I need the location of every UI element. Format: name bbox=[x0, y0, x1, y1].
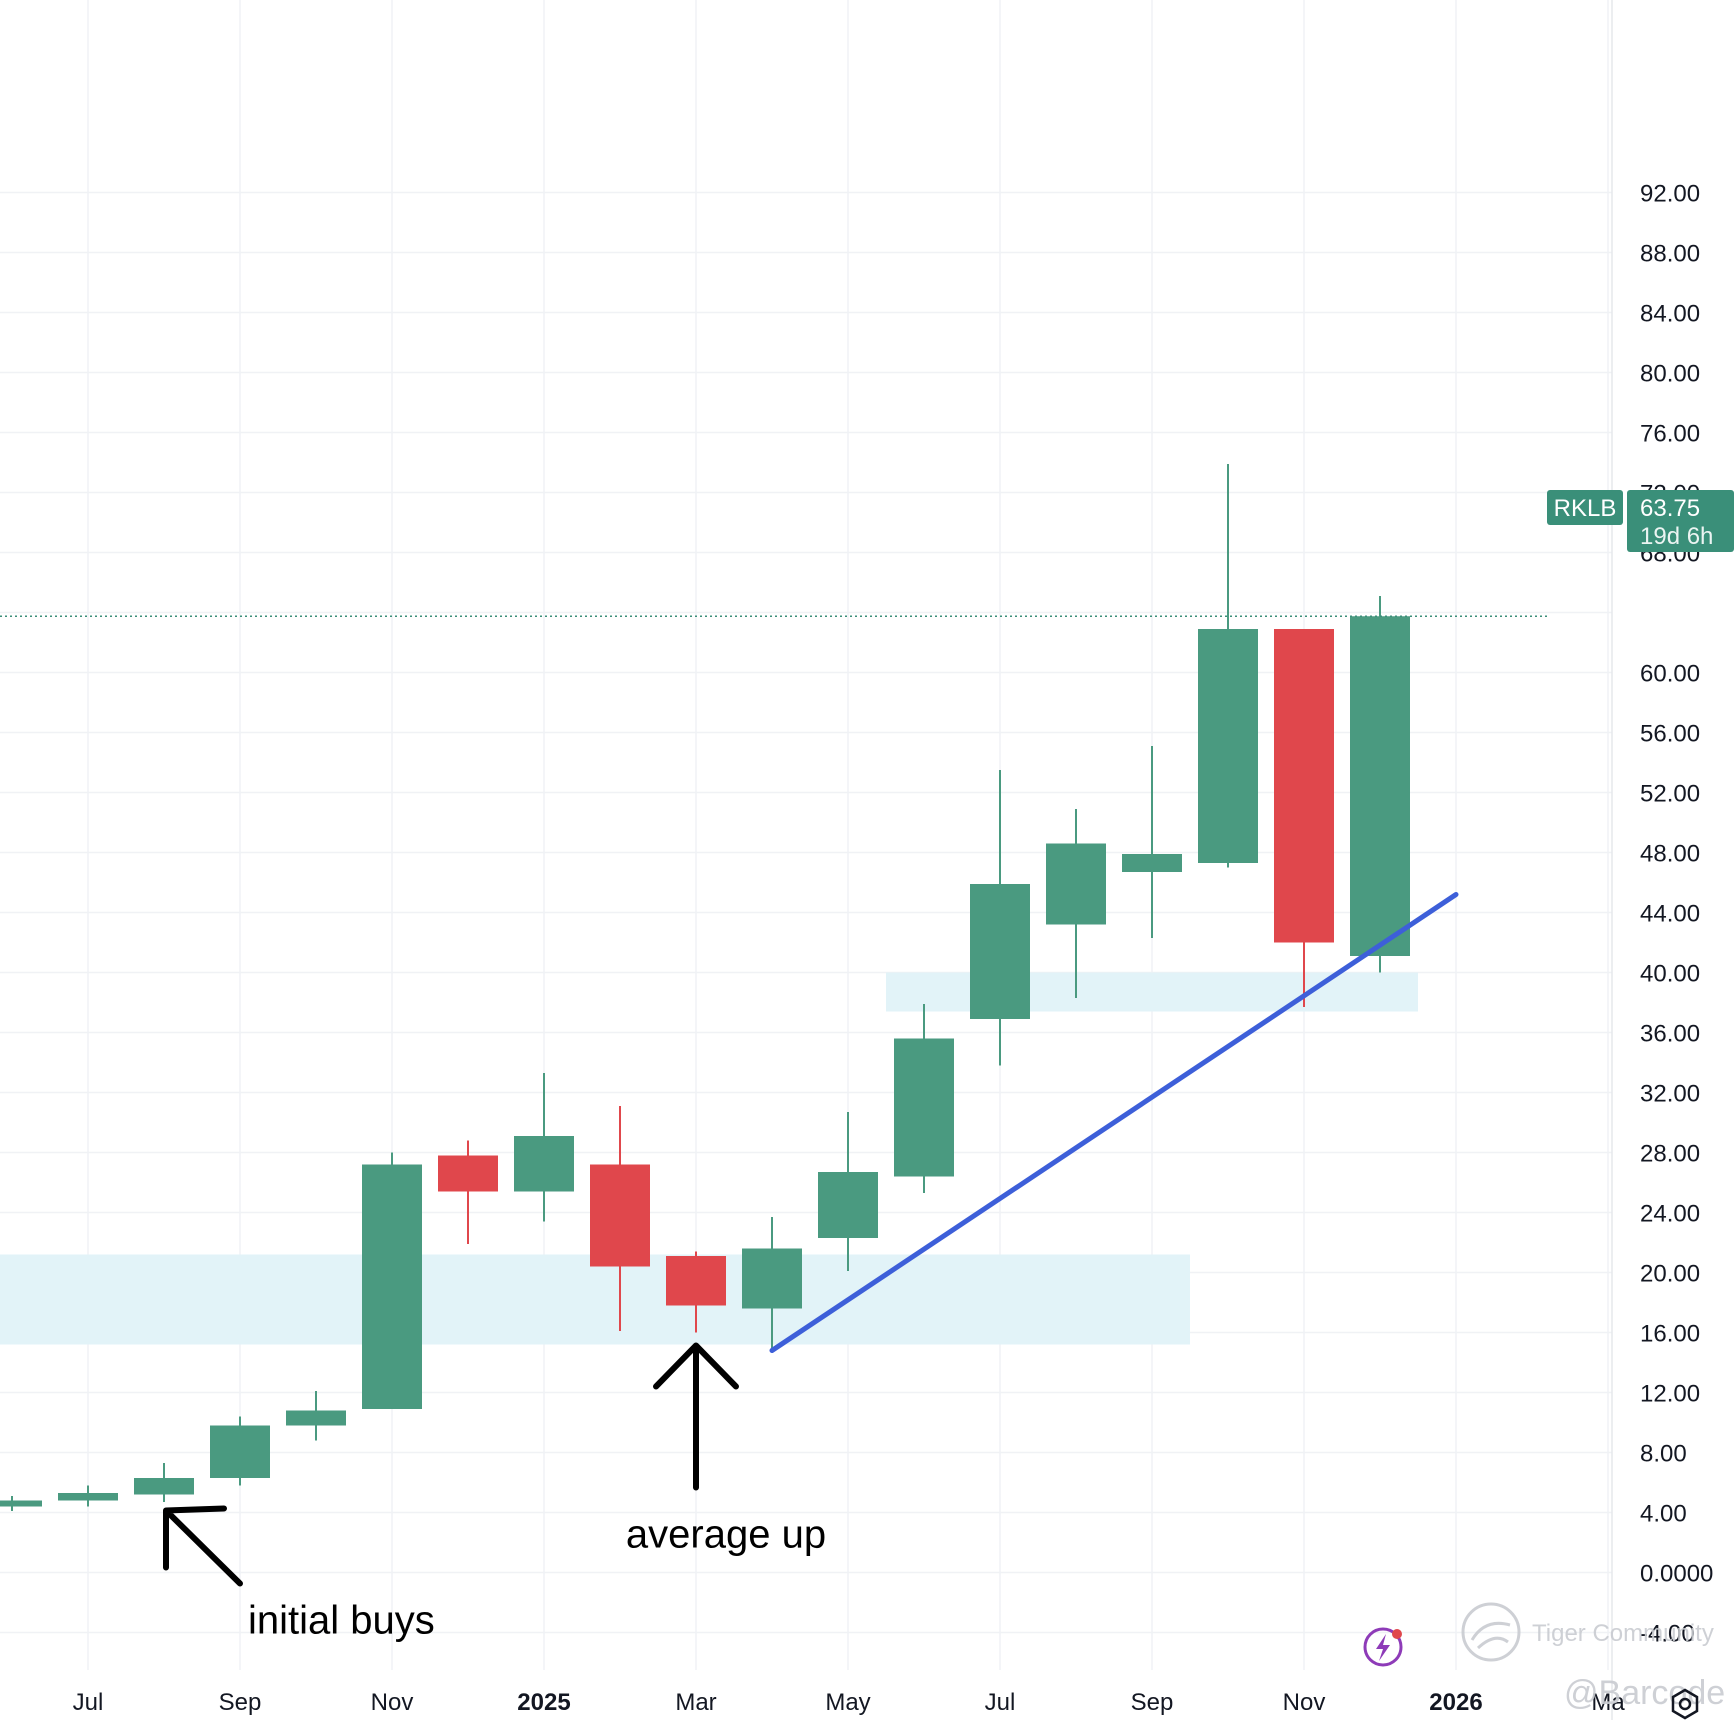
candle[interactable] bbox=[286, 1391, 346, 1441]
candle-body bbox=[1350, 616, 1410, 956]
y-tick-label: 0.0000 bbox=[1640, 1561, 1713, 1588]
x-tick-label: Nov bbox=[371, 1689, 414, 1716]
y-tick-label: -4.00 bbox=[1640, 1621, 1695, 1648]
candle[interactable] bbox=[1350, 596, 1410, 973]
price-badge-bg bbox=[1627, 490, 1734, 552]
y-tick-label: 80.00 bbox=[1640, 361, 1700, 388]
y-tick-label: 44.00 bbox=[1640, 901, 1700, 928]
candles[interactable] bbox=[0, 464, 1410, 1511]
candle[interactable] bbox=[818, 1112, 878, 1271]
candle-body bbox=[742, 1248, 802, 1309]
x-tick-label: Ma bbox=[1591, 1689, 1625, 1716]
candle-body bbox=[134, 1478, 194, 1495]
candle-body bbox=[210, 1425, 270, 1478]
candle-body bbox=[970, 884, 1030, 1019]
candle-body bbox=[362, 1164, 422, 1409]
annotation-label: average up bbox=[626, 1513, 826, 1557]
x-tick-label: Nov bbox=[1283, 1689, 1326, 1716]
watermark-text: Tiger Community bbox=[1532, 1620, 1714, 1647]
annotation-average-up: average up bbox=[626, 1342, 826, 1557]
annotation-label: initial buys bbox=[248, 1599, 435, 1643]
watermark: Tiger Community @Barcode bbox=[1461, 1602, 1725, 1712]
candle[interactable] bbox=[1198, 464, 1258, 868]
x-tick-label: 2025 bbox=[517, 1689, 570, 1716]
candle-body bbox=[1274, 629, 1334, 943]
trendline-layer bbox=[769, 892, 1459, 1353]
candle[interactable] bbox=[362, 1152, 422, 1410]
y-tick-label: 32.00 bbox=[1640, 1081, 1700, 1108]
candle[interactable] bbox=[514, 1073, 574, 1222]
y-tick-label: 88.00 bbox=[1640, 241, 1700, 268]
y-tick-label: 60.00 bbox=[1640, 661, 1700, 688]
lightning-icon[interactable] bbox=[1363, 1627, 1403, 1667]
candle[interactable] bbox=[210, 1416, 270, 1486]
y-tick-label: 84.00 bbox=[1640, 301, 1700, 328]
annotation-initial-buys: initial buys bbox=[163, 1505, 435, 1643]
candle-body bbox=[1198, 629, 1258, 863]
support-zone bbox=[0, 1254, 1190, 1345]
candle-body bbox=[1046, 843, 1106, 925]
y-tick-label: 20.00 bbox=[1640, 1261, 1700, 1288]
candle[interactable] bbox=[894, 1004, 954, 1193]
candle-body bbox=[894, 1038, 954, 1177]
candle[interactable] bbox=[134, 1463, 194, 1502]
y-tick-label: 56.00 bbox=[1640, 721, 1700, 748]
y-tick-label: 48.00 bbox=[1640, 841, 1700, 868]
arrow-initial-buys bbox=[163, 1505, 243, 1587]
x-tick-label: 2026 bbox=[1429, 1689, 1482, 1716]
candle-body bbox=[58, 1493, 118, 1501]
candle[interactable] bbox=[58, 1485, 118, 1507]
ticker-badge-bg bbox=[1547, 490, 1623, 525]
last-price-badge: RKLB 63.75 19d 6h bbox=[1547, 490, 1734, 552]
candle-body bbox=[514, 1136, 574, 1192]
candle[interactable] bbox=[1122, 746, 1182, 938]
x-tick-label: Sep bbox=[219, 1689, 262, 1716]
watermark-handle: @Barcode bbox=[1564, 1674, 1725, 1712]
y-tick-label: 36.00 bbox=[1640, 1021, 1700, 1048]
arrow-average-up bbox=[653, 1342, 739, 1491]
y-tick-label: 28.00 bbox=[1640, 1141, 1700, 1168]
y-tick-label: 16.00 bbox=[1640, 1321, 1700, 1348]
candle[interactable] bbox=[666, 1251, 726, 1333]
trendline[interactable] bbox=[769, 892, 1459, 1353]
x-axis[interactable]: Jul Sep Nov 2025 Mar May Jul Sep Nov 2026 Ma bbox=[73, 1689, 1626, 1716]
x-tick-label: May bbox=[825, 1689, 870, 1716]
x-tick-label: Jul bbox=[985, 1689, 1016, 1716]
candle[interactable] bbox=[0, 1496, 42, 1511]
candle[interactable] bbox=[970, 770, 1030, 1066]
candle[interactable] bbox=[1274, 629, 1334, 1007]
annotations: initial buys average up bbox=[163, 1342, 826, 1643]
candle[interactable] bbox=[438, 1140, 498, 1245]
candle[interactable] bbox=[742, 1217, 802, 1351]
y-tick-label: 76.00 bbox=[1640, 421, 1700, 448]
candle-body bbox=[666, 1256, 726, 1306]
y-tick-label: 92.00 bbox=[1640, 181, 1700, 208]
candle-body bbox=[590, 1164, 650, 1267]
y-axis[interactable]: 92.0088.0084.0080.0076.0072.0068.0060.00… bbox=[1611, 0, 1713, 1720]
y-tick-label: 12.00 bbox=[1640, 1381, 1700, 1408]
community-logo-icon bbox=[1461, 1602, 1521, 1662]
candle[interactable] bbox=[590, 1106, 650, 1331]
candle-body bbox=[818, 1172, 878, 1238]
candle-body bbox=[0, 1500, 42, 1507]
candle[interactable] bbox=[1046, 809, 1106, 998]
settings-icon[interactable] bbox=[1671, 1688, 1699, 1720]
y-tick-label: 52.00 bbox=[1640, 781, 1700, 808]
y-tick-label: 24.00 bbox=[1640, 1201, 1700, 1228]
x-tick-label: Mar bbox=[675, 1689, 716, 1716]
y-tick-label: 40.00 bbox=[1640, 961, 1700, 988]
x-tick-label: Jul bbox=[73, 1689, 104, 1716]
candle-body bbox=[1122, 854, 1182, 872]
ticker-label: RKLB bbox=[1554, 495, 1617, 522]
y-tick-label: 8.00 bbox=[1640, 1441, 1687, 1468]
last-price-label: 63.75 bbox=[1640, 495, 1700, 522]
support-zone bbox=[886, 972, 1418, 1012]
countdown-label: 19d 6h bbox=[1640, 523, 1713, 550]
y-tick-label: 4.00 bbox=[1640, 1501, 1687, 1528]
x-tick-label: Sep bbox=[1131, 1689, 1174, 1716]
candle-body bbox=[286, 1410, 346, 1426]
candle-body bbox=[438, 1155, 498, 1192]
